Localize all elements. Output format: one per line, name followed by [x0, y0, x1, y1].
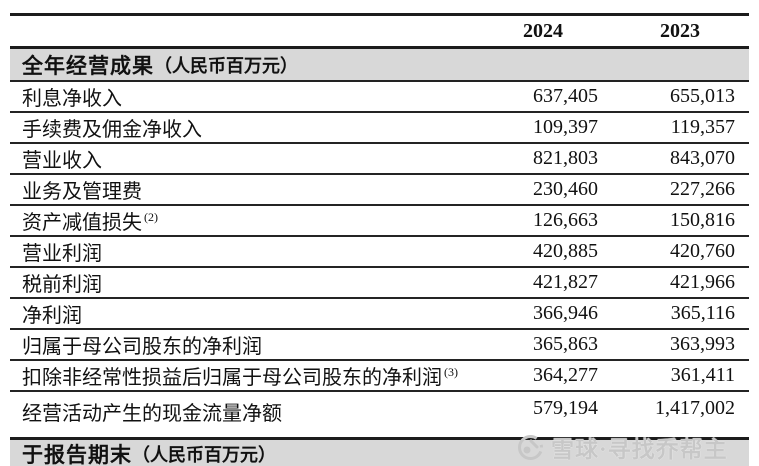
- watermark: 雪球·寻找乔帮主: [517, 430, 728, 464]
- value-2023: 420,760: [670, 240, 735, 262]
- value-2024: 637,405: [533, 85, 598, 107]
- year-header-row: 2024 2023: [10, 16, 749, 49]
- row-footnote: (3): [444, 365, 458, 380]
- table-row: 净利润 366,946 365,116: [10, 299, 749, 330]
- value-2024: 126,663: [533, 209, 598, 231]
- row-label: 业务及管理费: [22, 181, 142, 203]
- watermark-text: 雪球·寻找乔帮主: [551, 437, 728, 462]
- table-row: 扣除非经常性损益后归属于母公司股东的净利润 (3) 364,277 361,411: [10, 361, 749, 392]
- value-2024: 420,885: [533, 240, 598, 262]
- value-2024: 421,827: [533, 271, 598, 293]
- value-2023: 361,411: [670, 364, 735, 386]
- xueqiu-snowball-icon: [518, 434, 543, 460]
- table-row: 营业收入 821,803 843,070: [10, 144, 749, 175]
- value-2023: 655,013: [670, 85, 735, 107]
- value-2023: 227,266: [670, 178, 735, 200]
- section-unit: （人民币百万元）: [154, 55, 298, 76]
- table-row: 经营活动产生的现金流量净额 579,194 1,417,002: [10, 392, 749, 440]
- section-header-operating-results: 全年经营成果 （人民币百万元）: [10, 49, 749, 82]
- table-row: 资产减值损失 (2) 126,663 150,816: [10, 206, 749, 237]
- value-2023: 365,116: [670, 302, 735, 324]
- section-header-period-end: 于报告期末 （人民币百万元）: [10, 440, 749, 466]
- value-2023: 150,816: [670, 209, 735, 231]
- value-2024: 109,397: [533, 116, 598, 138]
- value-2023: 363,993: [670, 333, 735, 355]
- table-row: 业务及管理费 230,460 227,266: [10, 175, 749, 206]
- value-2024: 366,946: [533, 302, 598, 324]
- row-label: 营业利润: [22, 243, 102, 265]
- value-2024: 821,803: [533, 147, 598, 169]
- table-row: 归属于母公司股东的净利润 365,863 363,993: [10, 330, 749, 361]
- value-2023: 843,070: [670, 147, 735, 169]
- table-row: 税前利润 421,827 421,966: [10, 268, 749, 299]
- financial-summary-table: 2024 2023 全年经营成果 （人民币百万元） 利息净收入 637,405 6…: [10, 13, 749, 466]
- value-2023: 421,966: [670, 271, 735, 293]
- value-2024: 364,277: [533, 364, 598, 386]
- row-label: 资产减值损失: [22, 212, 142, 234]
- row-label: 营业收入: [22, 150, 102, 172]
- row-footnote: (2): [144, 210, 158, 225]
- section-title: 全年经营成果: [22, 53, 154, 78]
- row-label: 扣除非经常性损益后归属于母公司股东的净利润: [22, 367, 442, 389]
- section-title: 于报告期末: [22, 442, 132, 466]
- column-header-2024: 2024: [523, 19, 563, 42]
- value-2024: 579,194: [533, 397, 598, 419]
- row-label: 净利润: [22, 305, 82, 327]
- value-2024: 365,863: [533, 333, 598, 355]
- table-row: 手续费及佣金净收入 109,397 119,357: [10, 113, 749, 144]
- row-label: 利息净收入: [22, 88, 122, 110]
- row-label: 归属于母公司股东的净利润: [22, 336, 262, 358]
- value-2024: 230,460: [533, 178, 598, 200]
- section-unit: （人民币百万元）: [132, 444, 276, 465]
- value-2023: 1,417,002: [655, 397, 735, 419]
- row-label: 经营活动产生的现金流量净额: [22, 403, 282, 425]
- row-label: 税前利润: [22, 274, 102, 296]
- table-row: 利息净收入 637,405 655,013: [10, 82, 749, 113]
- table-top-rule: [10, 13, 749, 16]
- table-row: 营业利润 420,885 420,760: [10, 237, 749, 268]
- row-label: 手续费及佣金净收入: [22, 119, 202, 141]
- column-header-2023: 2023: [660, 19, 700, 42]
- value-2023: 119,357: [670, 116, 735, 138]
